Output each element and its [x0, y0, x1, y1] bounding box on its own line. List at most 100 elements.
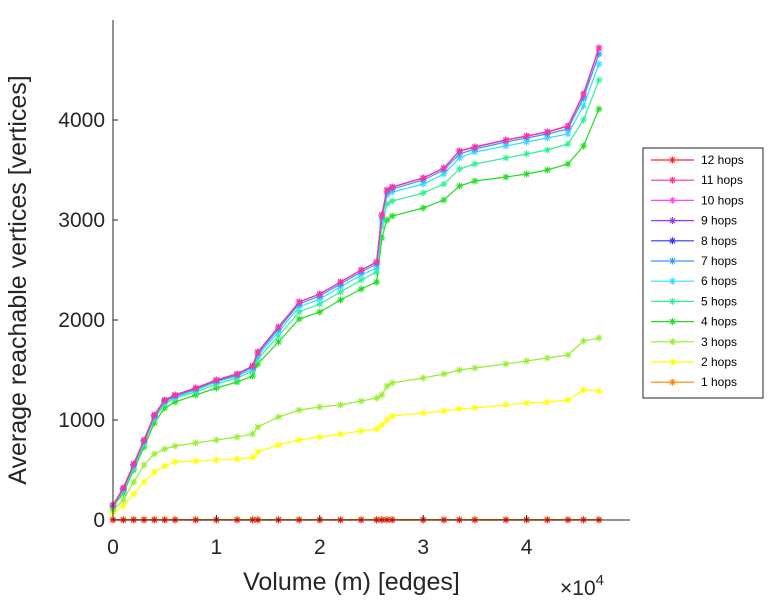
- legend-item: 5 hops: [651, 294, 737, 308]
- data-point: [254, 448, 262, 456]
- data-point: [455, 182, 463, 190]
- x-axis-multiplier: ×104: [560, 572, 604, 600]
- data-point: [373, 264, 381, 272]
- series-line: [112, 47, 600, 506]
- data-point: [595, 105, 603, 113]
- axes: 0 1000 2000 3000 4000 0 1 2 3 4: [58, 20, 630, 559]
- data-point: [119, 502, 127, 510]
- y-tick-label: 4000: [58, 109, 105, 132]
- series-line: [112, 47, 600, 506]
- data-point: [233, 455, 241, 463]
- legend-marker: [669, 156, 676, 164]
- data-point: [357, 285, 365, 293]
- data-point: [357, 276, 365, 284]
- data-point: [295, 308, 303, 316]
- data-point: [579, 142, 587, 150]
- data-point: [192, 457, 200, 465]
- data-point: [523, 357, 531, 365]
- data-point: [119, 484, 127, 492]
- legend-item: 4 hops: [651, 315, 737, 329]
- data-point: [192, 384, 200, 392]
- data-point: [150, 419, 158, 427]
- data-point: [564, 351, 572, 359]
- data-point: [233, 433, 241, 441]
- series-line: [112, 53, 600, 506]
- data-point: [383, 186, 391, 194]
- data-point: [564, 130, 572, 138]
- data-point: [502, 401, 510, 409]
- data-point: [378, 234, 386, 242]
- data-point: [130, 460, 138, 468]
- data-point: [523, 132, 531, 140]
- data-point: [378, 391, 386, 399]
- legend-item: 10 hops: [651, 193, 744, 207]
- data-point: [161, 396, 169, 404]
- legend-label: 10 hops: [701, 193, 744, 207]
- data-point: [161, 462, 169, 470]
- data-point: [316, 403, 324, 411]
- data-point: [579, 94, 587, 102]
- y-tick-label: 1000: [58, 409, 105, 432]
- data-point: [595, 60, 603, 68]
- series-4-hops: [109, 105, 603, 511]
- data-point: [455, 165, 463, 173]
- data-point: [233, 370, 241, 378]
- data-point: [316, 300, 324, 308]
- data-point: [373, 258, 381, 266]
- data-point: [171, 391, 179, 399]
- series-8-hops: [109, 44, 603, 509]
- data-point: [455, 147, 463, 155]
- data-point: [140, 461, 148, 469]
- data-point: [419, 174, 427, 182]
- legend-marker: [669, 217, 676, 225]
- series-2-hops: [109, 386, 603, 517]
- data-point: [130, 478, 138, 486]
- data-point: [171, 442, 179, 450]
- data-point: [373, 394, 381, 402]
- legend-item: 7 hops: [651, 254, 737, 268]
- data-point: [274, 441, 282, 449]
- legend-marker: [669, 277, 676, 285]
- data-point: [471, 364, 479, 372]
- data-point: [295, 298, 303, 306]
- data-point: [579, 386, 587, 394]
- data-point: [419, 409, 427, 417]
- series-layer: [109, 44, 603, 524]
- data-point: [523, 150, 531, 158]
- data-point: [212, 436, 220, 444]
- data-point: [440, 196, 448, 204]
- data-point: [212, 376, 220, 384]
- series-7-hops: [109, 50, 603, 509]
- legend-marker: [669, 257, 676, 265]
- data-point: [357, 397, 365, 405]
- data-point: [316, 433, 324, 441]
- data-point: [419, 189, 427, 197]
- data-point: [440, 407, 448, 415]
- legend-label: 4 hops: [701, 315, 737, 329]
- data-point: [233, 378, 241, 386]
- data-point: [579, 337, 587, 345]
- data-point: [595, 44, 603, 52]
- x-tick-label: 2: [314, 536, 326, 559]
- legend-marker: [669, 378, 676, 386]
- data-point: [471, 177, 479, 185]
- y-tick-label: 2000: [58, 309, 105, 332]
- x-tick-label: 3: [417, 536, 429, 559]
- data-point: [595, 387, 603, 395]
- series-line: [112, 389, 600, 514]
- x-tick-label: 0: [107, 536, 119, 559]
- data-point: [564, 122, 572, 130]
- data-point: [388, 183, 396, 191]
- data-point: [295, 436, 303, 444]
- data-point: [161, 445, 169, 453]
- data-point: [595, 76, 603, 84]
- legend-marker: [669, 297, 676, 305]
- data-point: [471, 404, 479, 412]
- legend: 12 hops 11 hops 10 hops 9 hops 8 hops 7 hops 6…: [642, 147, 764, 399]
- data-point: [455, 366, 463, 374]
- legend-item: 9 hops: [651, 214, 737, 228]
- data-point: [150, 450, 158, 458]
- data-point: [440, 164, 448, 172]
- data-point: [150, 411, 158, 419]
- legend-label: 8 hops: [701, 234, 737, 248]
